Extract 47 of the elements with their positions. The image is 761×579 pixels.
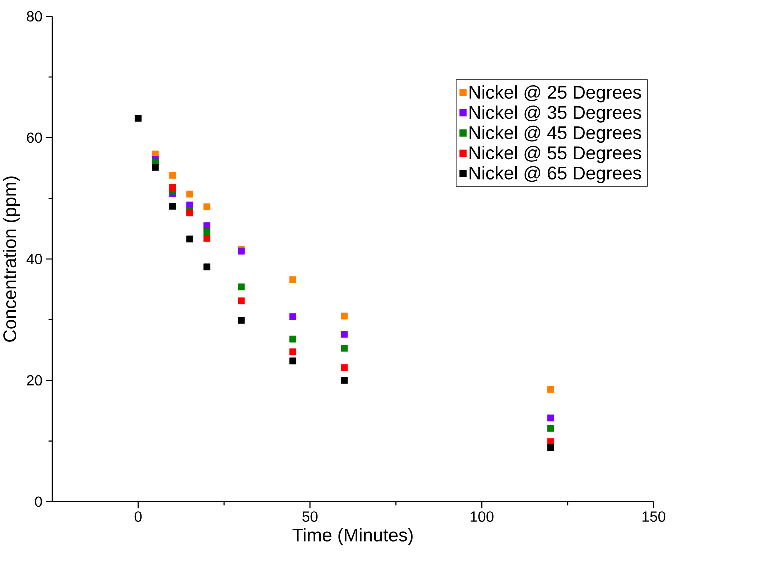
- point: [204, 204, 211, 210]
- point: [204, 222, 211, 230]
- x-tick-label: 150: [642, 511, 666, 522]
- point: [547, 424, 554, 432]
- point: [186, 190, 194, 198]
- y-tick-label: 0: [35, 496, 42, 507]
- point: [547, 438, 554, 446]
- point: [152, 164, 159, 171]
- legend-label: Nickel @ 25 Degrees: [470, 85, 642, 103]
- y-tick-label: 40: [26, 254, 42, 264]
- legend-label: Nickel @ 45 Degrees: [470, 126, 642, 143]
- point: [238, 316, 245, 324]
- legend-label: Nickel @ 65 Degrees: [470, 166, 642, 184]
- point: [290, 336, 296, 343]
- point: [341, 377, 348, 384]
- point: [341, 330, 348, 338]
- point: [290, 313, 296, 320]
- point: [169, 172, 176, 179]
- point: [169, 202, 176, 210]
- point: [341, 312, 348, 320]
- y-tick-label: 60: [27, 132, 42, 143]
- x-axis-title: Time (Minutes): [292, 528, 413, 546]
- y-tick-label: 20: [27, 375, 42, 386]
- point: [547, 444, 554, 452]
- legend-label: Nickel @ 55 Degrees: [470, 146, 642, 164]
- x-tick-label: 0: [134, 511, 142, 522]
- point: [341, 344, 348, 352]
- point: [290, 348, 296, 356]
- point: [341, 364, 348, 372]
- x-tick-label: 100: [470, 511, 494, 522]
- point: [290, 276, 296, 284]
- point: [238, 298, 245, 304]
- y-tick-label: 80: [27, 11, 42, 22]
- point: [204, 235, 211, 242]
- y-axis-title: Concentration (ppm): [3, 176, 20, 342]
- point: [135, 114, 142, 122]
- point: [204, 264, 211, 270]
- point: [169, 184, 176, 191]
- point: [547, 414, 554, 422]
- point: [290, 358, 296, 364]
- point: [186, 236, 194, 242]
- legend-label: Nickel @ 35 Degrees: [470, 106, 642, 123]
- point: [186, 210, 194, 216]
- point: [204, 228, 211, 236]
- point: [238, 284, 245, 290]
- x-tick-label: 50: [302, 511, 318, 522]
- point: [547, 386, 554, 393]
